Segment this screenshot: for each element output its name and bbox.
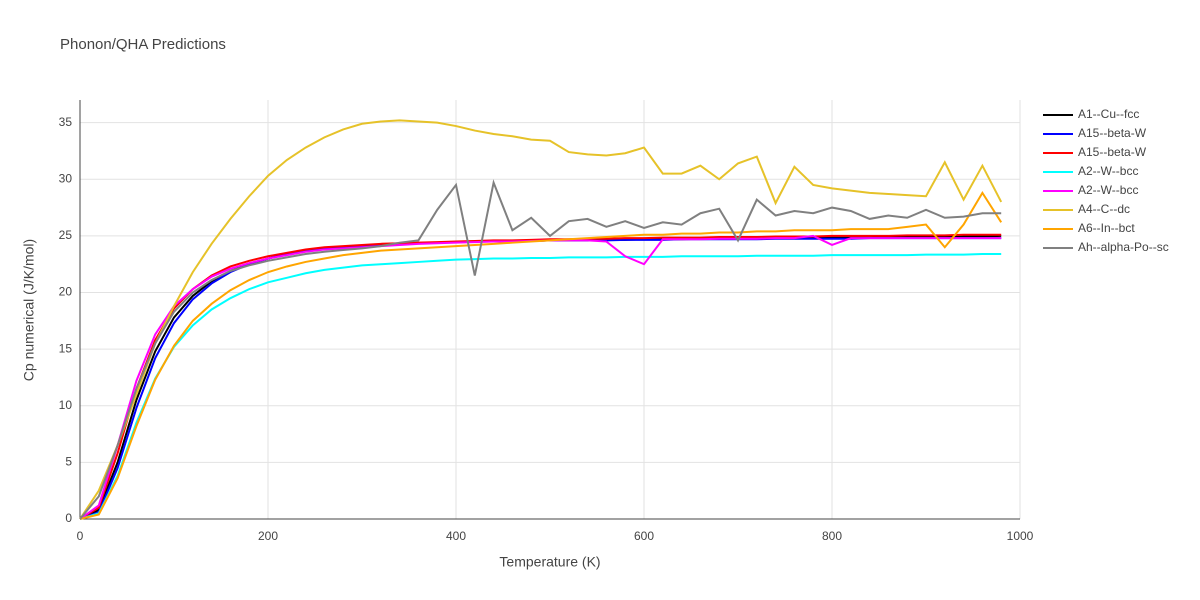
y-tick-label: 0 — [65, 511, 72, 525]
series-line — [79, 119, 1003, 520]
legend-label: A2--W--bcc — [1078, 164, 1138, 178]
x-tick-label: 600 — [634, 529, 654, 543]
y-tick-label: 35 — [59, 115, 73, 129]
x-tick-label: 1000 — [1007, 529, 1034, 543]
legend-label: Ah--alpha-Po--sc — [1078, 240, 1169, 254]
y-axis-title: Cp numerical (J/K/mol) — [21, 239, 37, 381]
series-line — [79, 179, 1002, 520]
y-tick-label: 20 — [59, 285, 73, 299]
legend-label: A15--beta-W — [1078, 145, 1147, 159]
series-line — [79, 237, 1002, 520]
x-tick-label: 800 — [822, 529, 842, 543]
y-tick-label: 10 — [59, 398, 73, 412]
series-line — [79, 190, 1003, 520]
legend-label: A15--beta-W — [1078, 126, 1147, 140]
legend-label: A4--C--dc — [1078, 202, 1130, 216]
legend-label: A2--W--bcc — [1078, 183, 1138, 197]
x-tick-label: 400 — [446, 529, 466, 543]
series-line — [79, 253, 1002, 520]
legend-label: A6--In--bct — [1078, 221, 1135, 235]
x-tick-label: 200 — [258, 529, 278, 543]
y-tick-label: 30 — [59, 171, 73, 185]
legend-label: A1--Cu--fcc — [1078, 107, 1139, 121]
x-tick-label: 0 — [77, 529, 84, 543]
series-line — [79, 233, 1002, 520]
y-tick-label: 5 — [65, 455, 72, 469]
x-axis-title: Temperature (K) — [499, 554, 600, 570]
y-tick-label: 15 — [59, 341, 73, 355]
y-tick-label: 25 — [59, 228, 73, 242]
chart-title: Phonon/QHA Predictions — [60, 36, 226, 53]
